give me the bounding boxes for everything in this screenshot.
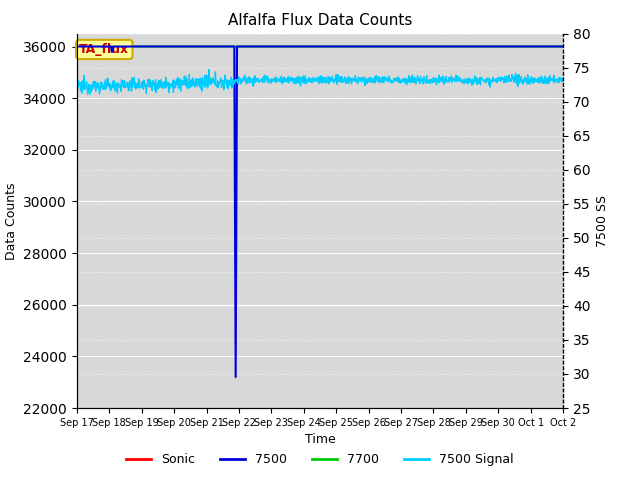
Title: Alfalfa Flux Data Counts: Alfalfa Flux Data Counts: [228, 13, 412, 28]
Y-axis label: Data Counts: Data Counts: [4, 182, 18, 260]
Legend: Sonic, 7500, 7700, 7500 Signal: Sonic, 7500, 7700, 7500 Signal: [121, 448, 519, 471]
Y-axis label: 7500 SS: 7500 SS: [596, 195, 609, 247]
X-axis label: Time: Time: [305, 433, 335, 446]
Text: TA_flux: TA_flux: [79, 43, 129, 56]
